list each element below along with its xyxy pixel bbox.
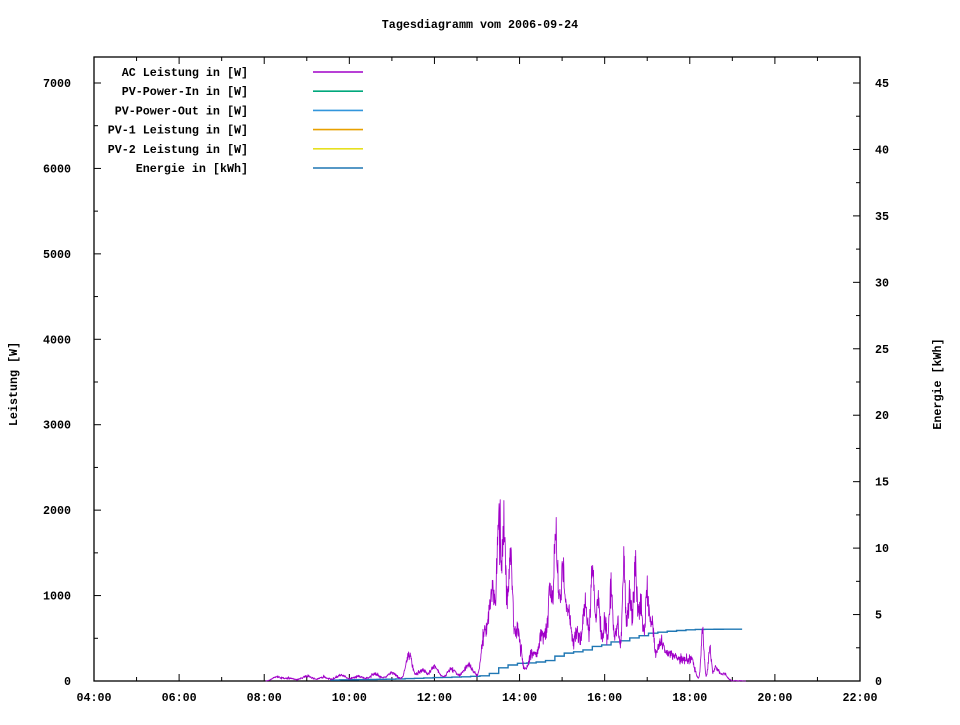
svg-text:0: 0 <box>64 675 71 689</box>
svg-text:Tagesdiagramm vom 2006-09-24: Tagesdiagramm vom 2006-09-24 <box>382 18 578 32</box>
svg-text:Energie [kWh]: Energie [kWh] <box>931 338 945 429</box>
svg-text:40: 40 <box>875 143 889 157</box>
svg-text:PV-1 Leistung in [W]: PV-1 Leistung in [W] <box>108 124 248 138</box>
svg-text:20: 20 <box>875 409 889 423</box>
svg-text:30: 30 <box>875 276 889 290</box>
svg-text:12:00: 12:00 <box>417 691 452 705</box>
svg-text:7000: 7000 <box>43 77 71 91</box>
svg-text:25: 25 <box>875 343 889 357</box>
svg-text:10: 10 <box>875 542 889 556</box>
svg-text:Energie in [kWh]: Energie in [kWh] <box>136 162 248 176</box>
svg-text:PV-Power-In in [W]: PV-Power-In in [W] <box>122 85 248 99</box>
svg-text:35: 35 <box>875 210 889 224</box>
svg-text:20:00: 20:00 <box>757 691 792 705</box>
svg-text:PV-Power-Out in [W]: PV-Power-Out in [W] <box>115 104 248 118</box>
svg-text:08:00: 08:00 <box>247 691 282 705</box>
svg-text:06:00: 06:00 <box>162 691 197 705</box>
svg-text:22:00: 22:00 <box>842 691 877 705</box>
svg-text:6000: 6000 <box>43 162 71 176</box>
svg-text:5: 5 <box>875 609 882 623</box>
svg-text:15: 15 <box>875 476 889 490</box>
svg-text:45: 45 <box>875 77 889 91</box>
svg-text:1000: 1000 <box>43 590 71 604</box>
svg-text:14:00: 14:00 <box>502 691 537 705</box>
svg-text:3000: 3000 <box>43 419 71 433</box>
svg-text:5000: 5000 <box>43 248 71 262</box>
svg-text:PV-2 Leistung in [W]: PV-2 Leistung in [W] <box>108 143 248 157</box>
svg-text:18:00: 18:00 <box>672 691 707 705</box>
svg-text:16:00: 16:00 <box>587 691 622 705</box>
svg-text:10:00: 10:00 <box>332 691 367 705</box>
svg-text:04:00: 04:00 <box>76 691 111 705</box>
svg-text:0: 0 <box>875 675 882 689</box>
svg-text:AC Leistung in [W]: AC Leistung in [W] <box>122 66 248 80</box>
svg-text:2000: 2000 <box>43 504 71 518</box>
svg-text:4000: 4000 <box>43 333 71 347</box>
svg-text:Leistung [W]: Leistung [W] <box>7 342 21 426</box>
